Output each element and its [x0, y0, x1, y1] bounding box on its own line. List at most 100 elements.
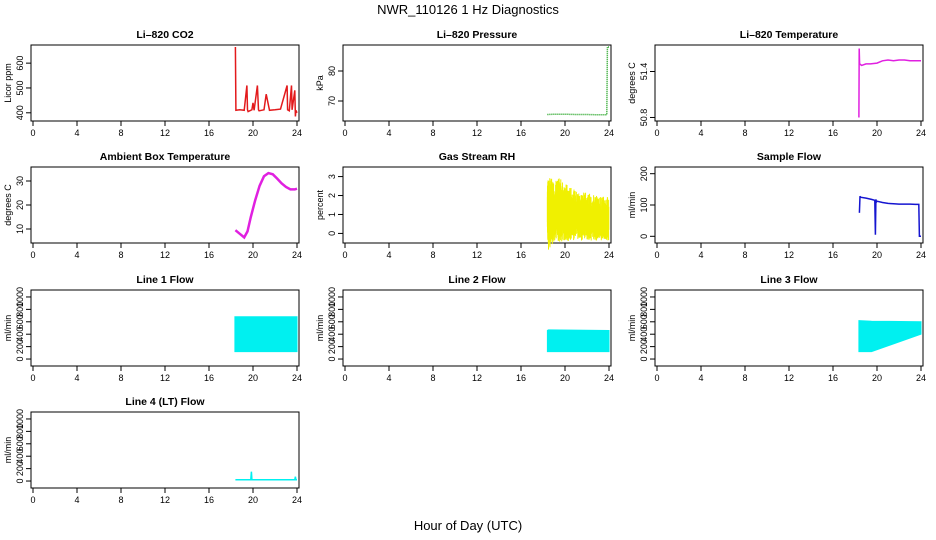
x-tick-label: 24: [292, 250, 302, 260]
x-tick-label: 24: [604, 128, 614, 138]
x-tick-label: 8: [118, 128, 123, 138]
x-tick-label: 8: [430, 128, 435, 138]
panel-title: Line 1 Flow: [136, 274, 194, 286]
x-tick-label: 8: [118, 250, 123, 260]
y-tick-label: 400: [15, 449, 25, 464]
panel-frame: [654, 44, 924, 122]
x-tick-label: 8: [430, 373, 435, 383]
x-tick-label: 4: [698, 373, 703, 383]
y-tick-label: 0: [639, 234, 649, 239]
y-tick-label: 2: [327, 193, 337, 198]
y-tick-label: 20: [15, 200, 25, 210]
x-tick-label: 12: [160, 495, 170, 505]
series-line: [858, 48, 921, 118]
x-tick-label: 8: [118, 495, 123, 505]
y-tick-label: 51.4: [639, 63, 649, 81]
x-tick-label: 0: [30, 373, 35, 383]
series-line: [546, 210, 609, 221]
panel-title: Line 2 Flow: [448, 274, 506, 286]
x-tick-label: 4: [74, 373, 79, 383]
y-tick-label: 1000: [639, 287, 649, 307]
x-tick-label: 20: [248, 495, 258, 505]
x-tick-label: 16: [204, 495, 214, 505]
y-tick-label: 200: [15, 339, 25, 354]
panel-7: Line 1 Flow ml/min 0 4 8 12 16 20 24 0 20040060080…: [3, 274, 302, 383]
y-tick-label: 50.8: [639, 109, 649, 127]
y-axis-label: ml/min: [3, 315, 13, 342]
x-tick-label: 0: [30, 250, 35, 260]
x-tick-label: 20: [248, 250, 258, 260]
x-tick-label: 8: [742, 128, 747, 138]
y-tick-label: 200: [639, 339, 649, 354]
x-tick-label: 20: [248, 373, 258, 383]
y-tick-label: 600: [15, 56, 25, 71]
x-tick-label: 20: [560, 128, 570, 138]
y-axis-label: ml/min: [315, 315, 325, 342]
series-line: [234, 46, 298, 117]
x-tick-label: 4: [74, 495, 79, 505]
x-tick-label: 4: [386, 250, 391, 260]
y-axis-label: kPa: [315, 75, 325, 91]
x-tick-label: 8: [742, 373, 747, 383]
x-tick-label: 24: [292, 128, 302, 138]
x-tick-label: 12: [784, 373, 794, 383]
series-band: [234, 316, 298, 353]
x-tick-label: 24: [916, 373, 926, 383]
x-tick-label: 16: [828, 128, 838, 138]
series-noise: [546, 178, 610, 250]
y-tick-label: 1: [327, 212, 337, 217]
panel-9: Line 3 Flow ml/min 0 4 8 12 16 20 24 0 20040060080…: [627, 274, 926, 383]
panel-frame: [342, 289, 612, 367]
x-tick-label: 0: [654, 373, 659, 383]
y-tick-label: 400: [15, 105, 25, 120]
x-tick-label: 0: [654, 128, 659, 138]
x-tick-label: 12: [784, 128, 794, 138]
series-band: [546, 329, 610, 353]
panel-2: Li–820 Pressure kPa 0 4 8 12 16 20 24 70 80: [315, 29, 614, 138]
y-tick-label: 800: [639, 302, 649, 317]
x-tick-label: 0: [654, 250, 659, 260]
x-tick-label: 20: [872, 128, 882, 138]
y-tick-label: 600: [639, 314, 649, 329]
x-tick-label: 12: [160, 373, 170, 383]
y-tick-label: 200: [327, 339, 337, 354]
y-tick-label: 800: [15, 424, 25, 439]
x-tick-label: 16: [516, 128, 526, 138]
y-tick-label: 1000: [15, 409, 25, 429]
y-tick-label: 600: [327, 314, 337, 329]
x-tick-label: 12: [472, 250, 482, 260]
panel-title: Li–820 Pressure: [437, 29, 518, 41]
y-tick-label: 400: [15, 327, 25, 342]
y-axis-label: ml/min: [627, 315, 637, 342]
y-tick-label: 400: [639, 327, 649, 342]
panel-title: Gas Stream RH: [439, 151, 515, 163]
y-tick-label: 200: [15, 461, 25, 476]
y-tick-label: 600: [15, 314, 25, 329]
y-tick-label: 10: [15, 224, 25, 234]
panel-title: Line 4 (LT) Flow: [125, 396, 205, 408]
x-tick-label: 12: [472, 128, 482, 138]
x-tick-label: 24: [604, 373, 614, 383]
x-tick-label: 0: [342, 373, 347, 383]
x-tick-label: 4: [698, 250, 703, 260]
x-tick-label: 12: [160, 250, 170, 260]
panel-title: Li–820 CO2: [136, 29, 193, 41]
x-tick-label: 8: [118, 373, 123, 383]
y-tick-label: 400: [327, 327, 337, 342]
x-tick-label: 12: [784, 250, 794, 260]
panel-frame: [30, 166, 300, 244]
x-tick-label: 16: [516, 250, 526, 260]
x-tick-label: 0: [342, 128, 347, 138]
x-tick-label: 24: [292, 373, 302, 383]
x-tick-label: 4: [386, 128, 391, 138]
series-line: [858, 195, 921, 238]
panel-1: Li–820 CO2 Licor ppm 0 4 8 12 16 20 24 400 500 600: [3, 29, 302, 138]
x-tick-label: 24: [604, 250, 614, 260]
panel-title: Line 3 Flow: [760, 274, 818, 286]
x-tick-label: 4: [74, 128, 79, 138]
x-tick-label: 20: [872, 373, 882, 383]
x-tick-label: 24: [916, 128, 926, 138]
series-band: [858, 320, 922, 353]
series-line: [235, 471, 297, 481]
